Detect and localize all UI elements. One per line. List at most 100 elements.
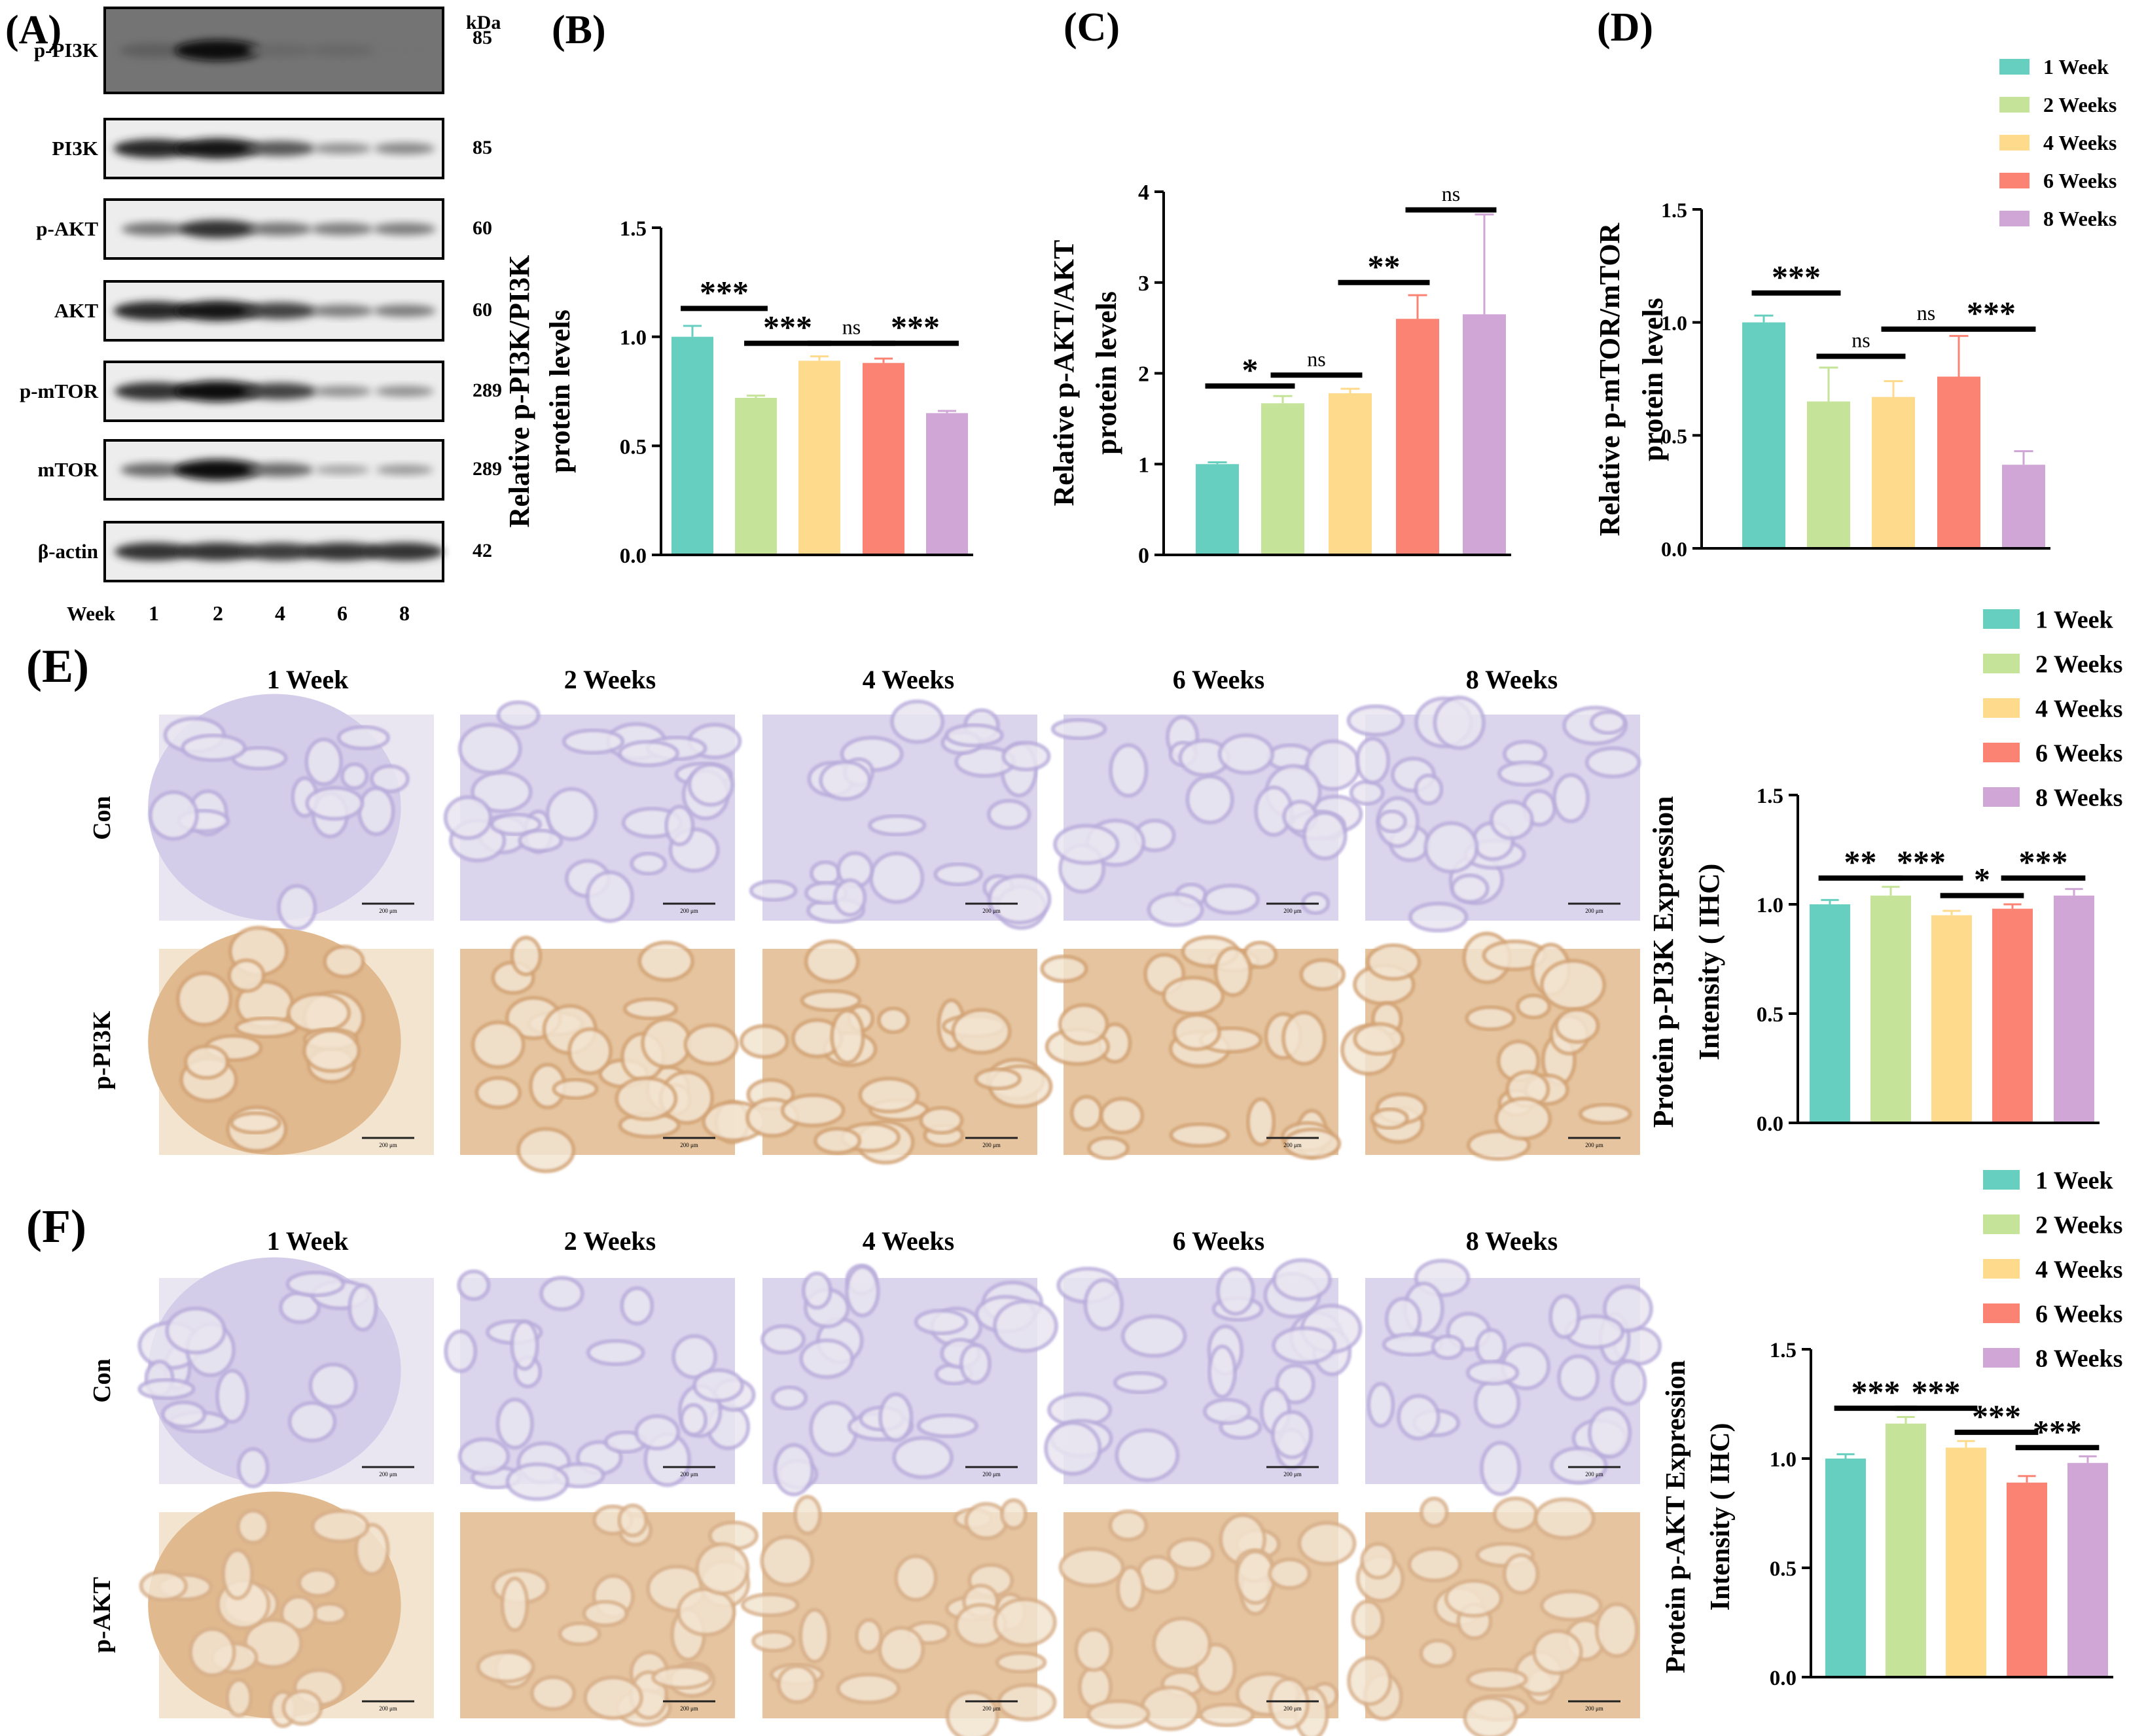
seminiferous-tubule xyxy=(959,1343,992,1385)
seminiferous-tubule xyxy=(951,1008,1012,1055)
seminiferous-tubule xyxy=(510,936,543,976)
seminiferous-tubule xyxy=(1044,1421,1102,1476)
seminiferous-tubule xyxy=(310,1509,370,1544)
seminiferous-tubule xyxy=(567,1027,613,1076)
significance-label: ns xyxy=(1442,182,1460,205)
ihc-column-header: 2 Weeks xyxy=(564,1226,656,1256)
blot-band-4-0 xyxy=(115,382,193,400)
seminiferous-tubule xyxy=(637,940,695,982)
blot-band-4-2 xyxy=(243,383,317,400)
blot-band-6-2 xyxy=(241,542,319,561)
panel-label-e: (E) xyxy=(26,640,89,692)
seminiferous-tubule xyxy=(183,1044,230,1080)
legend-label: 6 Weeks xyxy=(2035,739,2122,767)
blot-band-2-1 xyxy=(179,220,257,238)
seminiferous-tubule xyxy=(234,1016,300,1039)
seminiferous-tubule xyxy=(630,851,668,876)
blot-band-2-0 xyxy=(121,222,187,236)
seminiferous-tubule xyxy=(799,1338,855,1379)
blot-band-0-4 xyxy=(372,44,437,57)
ihc-row-label: Con xyxy=(88,796,116,840)
seminiferous-tubule xyxy=(444,1329,478,1373)
seminiferous-tubule xyxy=(695,1542,750,1596)
seminiferous-tubule xyxy=(1099,1097,1145,1135)
seminiferous-tubule xyxy=(1539,1589,1603,1622)
seminiferous-tubule xyxy=(1539,959,1607,1012)
seminiferous-tubule xyxy=(760,1534,814,1587)
seminiferous-tubule xyxy=(1465,1005,1516,1032)
seminiferous-tubule xyxy=(683,1023,739,1066)
blot-band-3-2 xyxy=(243,302,317,319)
bar-8-weeks xyxy=(1463,314,1506,555)
significance-label: *** xyxy=(763,309,812,345)
significance-label: *** xyxy=(1772,258,1821,295)
seminiferous-tubule xyxy=(1040,954,1088,983)
seminiferous-tubule xyxy=(1360,1542,1397,1580)
seminiferous-tubule xyxy=(323,944,365,979)
bar-6-weeks xyxy=(1992,908,2033,1123)
legend-swatch xyxy=(1983,787,2020,807)
seminiferous-tubule xyxy=(586,1339,645,1366)
micrograph: 200 μm xyxy=(1365,1258,1662,1497)
seminiferous-tubule xyxy=(1408,901,1469,933)
seminiferous-tubule xyxy=(679,1403,708,1437)
y-axis-label: Intensity ( IHC) xyxy=(1706,1423,1736,1610)
micrograph: 200 μm xyxy=(1346,696,1641,933)
seminiferous-tubule xyxy=(471,1020,526,1069)
seminiferous-tubule xyxy=(1584,746,1641,779)
seminiferous-tubule xyxy=(1554,1007,1600,1044)
scale-bar-label: 200 μm xyxy=(1283,1142,1302,1148)
blot-lane-label: 8 xyxy=(399,601,410,625)
seminiferous-tubule xyxy=(671,1334,718,1379)
panel-label-f: (F) xyxy=(26,1200,86,1252)
seminiferous-tubule xyxy=(1050,718,1107,741)
seminiferous-tubule xyxy=(215,1368,249,1424)
seminiferous-tubule xyxy=(340,762,369,790)
legend-swatch xyxy=(1999,97,2030,113)
seminiferous-tubule xyxy=(641,1017,692,1069)
seminiferous-tubule xyxy=(1366,943,1422,981)
legend-label: 4 Weeks xyxy=(2035,1256,2122,1283)
legend-swatch xyxy=(1983,1303,2020,1323)
bar-1-week xyxy=(1196,464,1239,555)
bar-6-weeks xyxy=(2007,1482,2047,1677)
seminiferous-tubule xyxy=(664,804,695,847)
y-axis-label: Protein p-PI3K Expression xyxy=(1647,796,1679,1128)
seminiferous-tubule xyxy=(1198,1702,1255,1727)
significance-label: *** xyxy=(2033,1413,2082,1449)
legend-label: 2 Weeks xyxy=(2035,650,2122,678)
seminiferous-tubule xyxy=(518,828,563,853)
bar-8-weeks xyxy=(2002,465,2045,548)
scale-bar-label: 200 μm xyxy=(982,1471,1001,1478)
seminiferous-tubule xyxy=(302,1028,361,1073)
blot-kda-value: 42 xyxy=(473,540,492,561)
legend-label: 2 Weeks xyxy=(2043,93,2117,116)
ihc-column-header: 1 Week xyxy=(267,1226,349,1256)
seminiferous-tubule xyxy=(1494,1097,1552,1141)
significance-label: ** xyxy=(1368,248,1401,285)
seminiferous-tubule xyxy=(1497,760,1554,787)
bar-6-weeks xyxy=(863,363,904,555)
seminiferous-tubule xyxy=(858,1076,920,1114)
seminiferous-tubule xyxy=(878,1392,914,1443)
seminiferous-tubule xyxy=(974,1067,1022,1091)
y-tick-label: 1.0 xyxy=(1757,894,1783,917)
micrograph: 200 μm xyxy=(1044,1258,1363,1484)
seminiferous-tubule xyxy=(844,1265,880,1318)
seminiferous-tubule xyxy=(740,1592,800,1618)
seminiferous-tubule xyxy=(776,1664,818,1705)
seminiferous-tubule xyxy=(1552,773,1590,823)
bar-8-weeks xyxy=(2054,895,2094,1123)
blot-row-label: mTOR xyxy=(38,458,99,481)
panel-label-c: (C) xyxy=(1064,5,1120,50)
micrograph: 200 μm xyxy=(749,700,1052,930)
seminiferous-tubule xyxy=(1083,1278,1124,1331)
seminiferous-tubule xyxy=(1302,811,1348,860)
seminiferous-tubule xyxy=(617,1503,649,1538)
seminiferous-tubule xyxy=(1169,1122,1230,1148)
ihc-column-header: 4 Weeks xyxy=(863,1226,954,1256)
seminiferous-tubule xyxy=(687,762,734,807)
blot-band-6-0 xyxy=(115,542,193,561)
seminiferous-tubule xyxy=(1589,710,1627,735)
legend-label: 6 Weeks xyxy=(2035,1300,2122,1328)
